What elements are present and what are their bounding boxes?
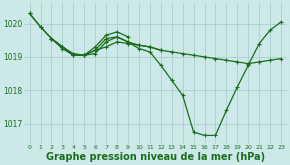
X-axis label: Graphe pression niveau de la mer (hPa): Graphe pression niveau de la mer (hPa) — [46, 151, 265, 162]
